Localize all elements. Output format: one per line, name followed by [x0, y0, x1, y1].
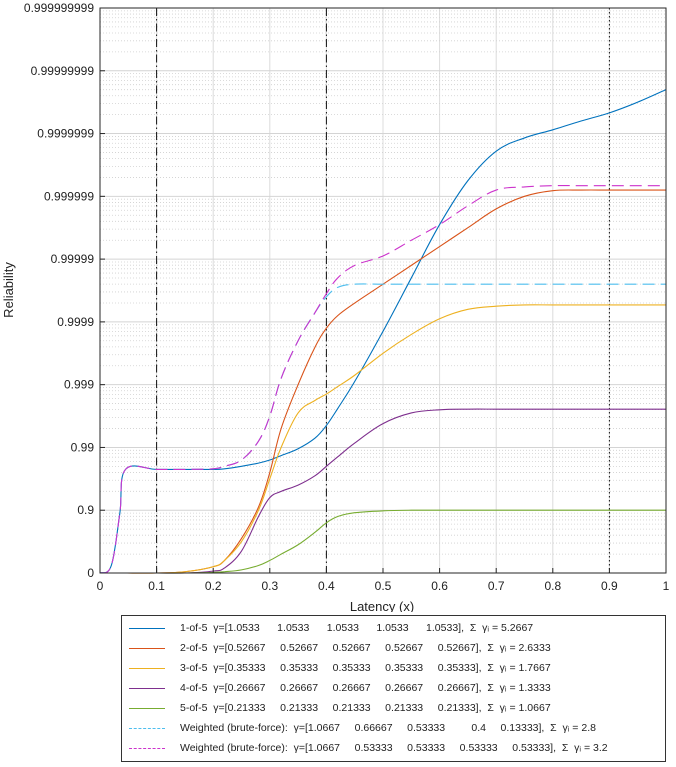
y-tick-label: 0.9999999 — [37, 127, 94, 141]
y-tick-label: 0 — [87, 566, 94, 580]
legend-swatch — [129, 708, 165, 709]
legend-item: 3-of-5 γ=[0.35333 0.35333 0.35333 0.3533… — [122, 659, 667, 679]
legend-item: 4-of-5 γ=[0.26667 0.26667 0.26667 0.2666… — [122, 679, 667, 699]
legend-label: 4-of-5 γ=[0.26667 0.26667 0.26667 0.2666… — [180, 682, 551, 694]
legend-swatch — [129, 668, 165, 669]
legend-swatch — [129, 628, 165, 629]
vertical-reference-lines — [156, 8, 610, 573]
x-tick-label: 0.4 — [318, 579, 335, 593]
y-tick-label: 0.99 — [71, 440, 95, 454]
x-axis-label: Latency (x) — [350, 599, 414, 612]
y-tick-label: 0.9999 — [57, 315, 94, 329]
legend-label: 5-of-5 γ=[0.21333 0.21333 0.21333 0.2133… — [180, 702, 551, 714]
legend-label: 3-of-5 γ=[0.35333 0.35333 0.35333 0.3533… — [180, 662, 551, 674]
legend-label: 1-of-5 γ=[1.0533 1.0533 1.0533 1.0533 1.… — [180, 622, 534, 634]
y-tick-label: 0.999999999 — [24, 1, 94, 15]
legend-swatch — [129, 748, 165, 749]
legend-swatch — [129, 688, 165, 689]
legend-item: 1-of-5 γ=[1.0533 1.0533 1.0533 1.0533 1.… — [122, 619, 667, 639]
y-tick-label: 0.99999999 — [31, 64, 95, 78]
legend-label: 2-of-5 γ=[0.52667 0.52667 0.52667 0.5266… — [180, 642, 551, 654]
reliability-chart: 0 0.1 0.2 0.3 0.4 0.5 0.6 0.7 0.8 0.9 1 0 0.9 0.99 0.… — [1, 1, 670, 612]
x-tick-label: 0.7 — [488, 579, 505, 593]
legend-label: Weighted (brute-force): γ=[1.0667 0.5333… — [180, 742, 608, 754]
legend-swatch — [129, 728, 165, 729]
x-tick-label: 0.2 — [205, 579, 222, 593]
x-tick-label: 0.9 — [601, 579, 618, 593]
legend-item: 5-of-5 γ=[0.21333 0.21333 0.21333 0.2133… — [122, 699, 667, 719]
legend-item: 2-of-5 γ=[0.52667 0.52667 0.52667 0.5266… — [122, 639, 667, 659]
legend-label: Weighted (brute-force): γ=[1.0667 0.6666… — [180, 722, 596, 734]
legend-item: Weighted (brute-force): γ=[1.0667 0.6666… — [122, 719, 667, 739]
y-tick-label: 0.999 — [64, 378, 94, 392]
x-tick-labels: 0 0.1 0.2 0.3 0.4 0.5 0.6 0.7 0.8 0.9 1 — [97, 568, 670, 593]
y-tick-labels: 0 0.9 0.99 0.999 0.9999 0.99999 0.999999 0.9999… — [24, 1, 105, 580]
grid — [99, 7, 667, 574]
x-tick-label: 0.8 — [544, 579, 561, 593]
x-tick-label: 0.6 — [431, 579, 448, 593]
legend: 1-of-5 γ=[1.0533 1.0533 1.0533 1.0533 1.… — [121, 615, 666, 762]
x-tick-label: 0.5 — [375, 579, 392, 593]
y-axis-label: Reliability — [1, 262, 16, 318]
x-tick-label: 0.3 — [261, 579, 278, 593]
x-tick-label: 0 — [97, 579, 104, 593]
series-line-6 — [99, 283, 666, 574]
x-tick-label: 1 — [663, 579, 670, 593]
y-tick-label: 0.999999 — [44, 189, 94, 203]
legend-item: Weighted (brute-force): γ=[1.0667 0.5333… — [122, 739, 667, 759]
legend-swatch — [129, 648, 165, 649]
y-tick-label: 0.99999 — [51, 252, 95, 266]
x-tick-label: 0.1 — [148, 579, 165, 593]
y-tick-label: 0.9 — [77, 503, 94, 517]
series-line-1 — [99, 89, 667, 574]
